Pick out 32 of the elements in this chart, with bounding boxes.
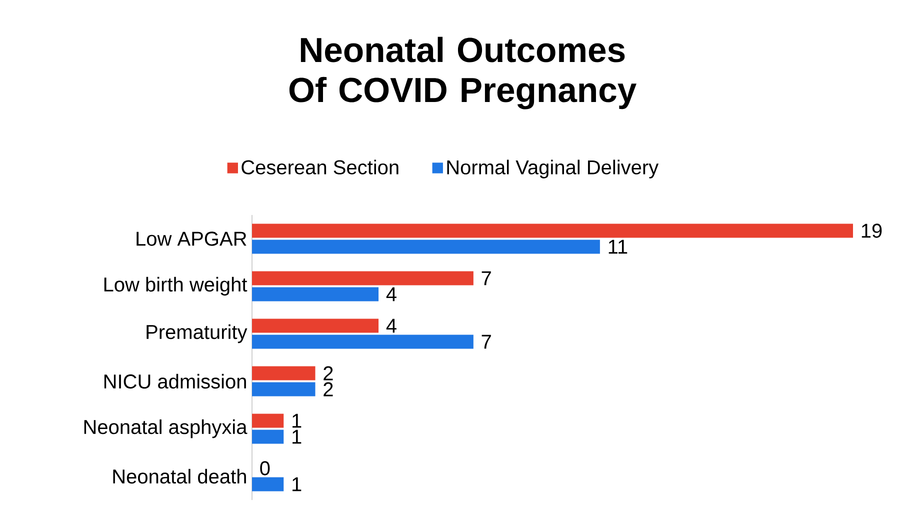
y-tick-label: NICU admission [104, 374, 246, 389]
bar [252, 271, 474, 286]
legend-label: Normal Vaginal Delivery [447, 160, 659, 178]
legend-label: Ceserean Section [242, 160, 398, 174]
data-label: 7 [482, 334, 491, 349]
bar [252, 477, 284, 492]
data-label: 7 [482, 271, 491, 286]
bar [252, 318, 379, 333]
bar [252, 414, 284, 428]
data-label: 2 [324, 382, 333, 396]
bar [252, 366, 316, 380]
y-tick-label: Low birth weight [104, 276, 248, 296]
data-label: 1 [292, 414, 302, 428]
y-tick-label: Prematurity [146, 324, 248, 344]
data-label: 1 [292, 430, 302, 444]
data-label: 2 [324, 366, 333, 380]
data-label: 4 [386, 318, 396, 333]
chart-title: Neonatal Outcomes Of COVID Pregnancy [289, 36, 636, 110]
y-tick-label: Low APGAR [136, 232, 246, 246]
y-tick-label: Neonatal death [113, 468, 246, 484]
bar [252, 334, 474, 349]
bar [252, 224, 853, 238]
data-label: 0 [260, 461, 270, 476]
data-label: 1 [292, 477, 302, 492]
bar [252, 240, 600, 254]
bar [252, 382, 316, 396]
bar [252, 430, 284, 444]
data-label: 19 [862, 224, 882, 238]
bar [252, 287, 379, 302]
y-tick-label: Neonatal asphyxia [84, 419, 248, 438]
data-label: 11 [608, 240, 628, 254]
data-label: 4 [386, 287, 396, 302]
